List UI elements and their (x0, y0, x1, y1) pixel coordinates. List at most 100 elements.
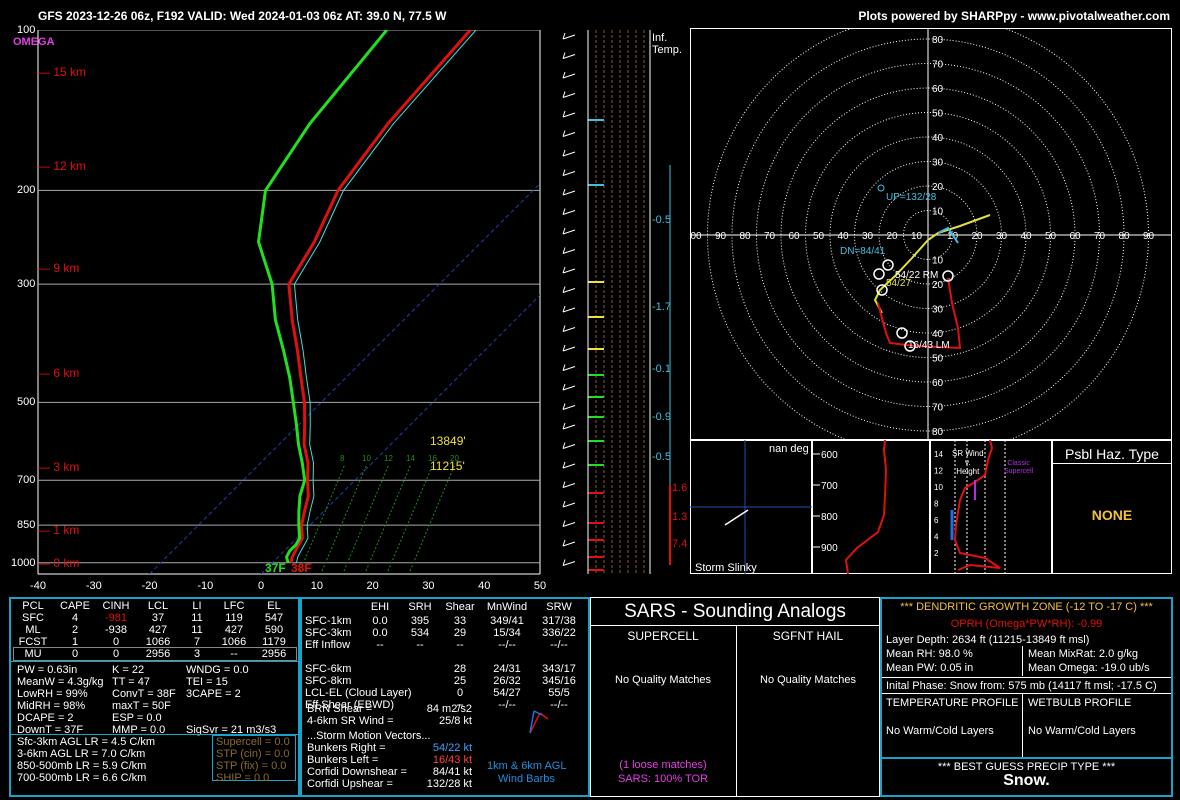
parcel-cell: ML (25, 624, 41, 636)
wind-barb-flag (562, 110, 566, 118)
wind-barb-flag (562, 91, 566, 98)
index-value: LowRH = 99% (17, 688, 88, 700)
hodo-x-tick: 40 (1020, 231, 1032, 242)
wind-barb (562, 34, 576, 40)
temp-tick-label: 40 (478, 580, 491, 592)
wind-barb-flag (562, 500, 566, 508)
wind-barb (562, 54, 576, 59)
inflow-value: -0.5 (652, 214, 671, 226)
dgz-title: *** DENDRITIC GROWTH ZONE (-12 TO -17 C)… (900, 601, 1153, 613)
sars-mid-divider (736, 625, 737, 797)
wind-barb (562, 444, 576, 449)
parcel-header: LI (192, 600, 202, 612)
kinematics-cell: SFC-1km (305, 615, 352, 627)
parcel-cell: FCST (18, 636, 48, 648)
theta-tick-label: 900 (821, 543, 838, 554)
kinematics-header: Shear (445, 601, 475, 613)
mixing-ratio-line (321, 463, 368, 572)
lapse-rates: Sfc-3km AGL LR = 4.5 C/km 3-6km AGL LR = … (17, 736, 155, 784)
index-value: SigSvr = 21 m3/s3 (186, 724, 277, 736)
storm-motion-row: Bunkers Left = 16/43 kt (307, 754, 472, 766)
height-label: — 15 km (38, 65, 87, 80)
dgz-depth: Layer Depth: 2634 ft (11215-13849 ft msl… (886, 634, 1090, 646)
height-label: — 3 km (38, 459, 80, 474)
brn-label: BRN Shear = (307, 703, 373, 715)
hodo-y-tick: 10 (932, 207, 944, 218)
hodo-y-tick: 60 (932, 378, 944, 389)
srw-4-6: 4-6km SR Wind = 25/8 kt (307, 715, 472, 727)
wind-barb (562, 307, 576, 313)
barb-caption-2: Wind Barbs (498, 773, 555, 785)
wetbulb-profile-result: No Warm/Cold Layers (1028, 725, 1136, 737)
wind-barb (562, 522, 576, 527)
parcel-cell: 2956 (261, 648, 287, 660)
hodo-y-tick: 30 (932, 305, 944, 316)
index-value: MMP = 0.0 (112, 724, 166, 736)
mixing-ratio-line (365, 463, 412, 572)
mixing-ratio-line (343, 463, 390, 572)
index-value: DownT = 37F (17, 724, 84, 736)
sars-loose: (1 loose matches) (619, 759, 707, 771)
wind-barb-flag (562, 461, 566, 469)
severe-index: Supercell = 0.0 (216, 736, 290, 748)
hazard-title: Psbl Haz. Type (1065, 446, 1159, 462)
parcel-cell: 1179 (262, 636, 286, 648)
srwind-tick-label: 4 (934, 533, 939, 542)
supercell-label: Supercell (1004, 468, 1034, 475)
kinematics-cell: 26/32 (493, 675, 521, 687)
srw-value: 25/8 kt (438, 715, 472, 727)
wind-barb (562, 405, 576, 410)
wind-barb (562, 288, 576, 293)
indices-col1: PW = 0.63in MeanW = 4.3g/kg LowRH = 99% Mid… (17, 664, 104, 736)
dgz-divider-3 (882, 693, 1171, 694)
kinematics-header: MnWind (486, 601, 528, 613)
hodo-lm-label: 16/43 LM (908, 340, 950, 351)
storm-motion-row: Corfidi Upshear = 132/28 kt (307, 778, 472, 790)
parcel-cell: -- (230, 648, 238, 660)
kinematics-cell: 24/31 (493, 663, 521, 675)
kinematics-cell: -- (456, 699, 464, 711)
hodo-x-tick: 30 (996, 231, 1008, 242)
inflow-value: -0.1 (652, 363, 671, 375)
wind-barb (562, 327, 576, 332)
parcel-cell: 2 (71, 624, 79, 636)
kinematics-cell: 345/16 (542, 675, 576, 687)
temp-tick-label: -10 (197, 580, 214, 592)
storm-motion-value: 16/43 kt (432, 754, 472, 766)
hodo-x-tick: 40 (837, 231, 849, 242)
sars-supercell-result: No Quality Matches (615, 674, 711, 686)
temp-tick-label: 20 (366, 580, 379, 592)
kinematics-cell: 0.0 (372, 627, 388, 639)
pressure-tick-label: 300 (17, 278, 36, 291)
storm-motion-value: 132/28 kt (426, 778, 472, 790)
srwind-tick-label: 12 (934, 467, 943, 476)
parcel-divider (11, 661, 298, 662)
mixing-ratio-label: 20 (450, 454, 459, 463)
severe-index: STP (cin) = 0.0 (216, 748, 290, 760)
wind-barb-flag (562, 188, 566, 196)
dgz-panel (880, 597, 1173, 797)
dgz-mixrat: Mean MixRat: 2.0 g/kg (1028, 648, 1139, 660)
hodo-x-tick: 60 (1069, 231, 1081, 242)
hodo-y-tick: 30 (932, 158, 944, 169)
sars-supercell-header: SUPERCELL (627, 629, 699, 643)
wind-barb-flag (562, 383, 566, 391)
kinematics-cell: 0 (456, 687, 464, 699)
wind-barb (562, 112, 576, 118)
hodo-marker (873, 268, 885, 280)
hazard-value: NONE (1091, 507, 1133, 523)
hodo-trace-cyan (937, 226, 959, 244)
height-label: — 9 km (38, 261, 80, 276)
hodo-x-tick: 60 (788, 231, 800, 242)
index-value: 3CAPE = 2 (186, 688, 241, 700)
temp-profile-header: TEMPERATURE PROFILE (886, 697, 1019, 709)
wind-barb (562, 73, 576, 79)
index-value: PW = 0.63in (17, 664, 78, 676)
kinematics-cell: 336/22 (542, 627, 576, 639)
height-label: — 12 km (38, 158, 87, 173)
precip-value: Snow. (1003, 772, 1050, 789)
wind-barb-flag (562, 481, 566, 488)
wind-barb-flag (562, 286, 566, 293)
parcel-cell: 2956 (145, 648, 171, 660)
temp-label: Temp. (652, 44, 682, 56)
